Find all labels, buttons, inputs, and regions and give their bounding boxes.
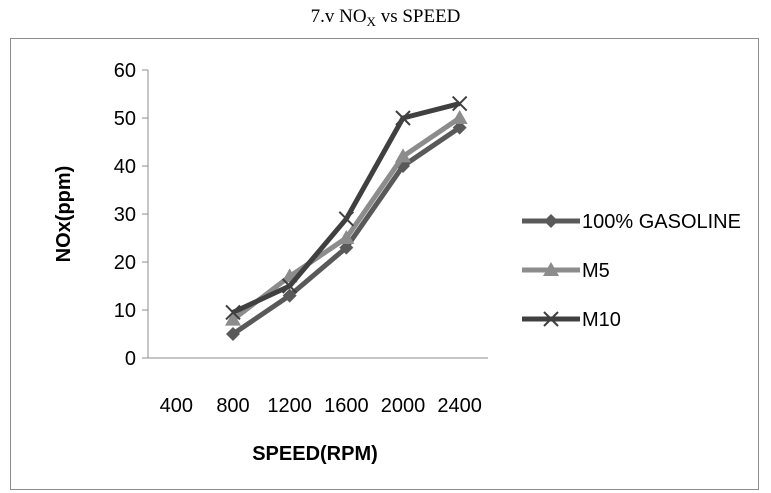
- legend-item: 100% GASOLINE: [522, 211, 741, 233]
- x-tick-label: 2400: [437, 395, 482, 417]
- y-tick-label: 30: [114, 204, 136, 226]
- axes: 0 10 20 30 40 50 60 400 800 1200 1600 2000 2400: [114, 60, 488, 417]
- series-100-gasoline: [226, 120, 467, 341]
- data-point: [282, 288, 297, 303]
- legend-item: M10: [522, 309, 621, 331]
- y-tick-label: 40: [114, 156, 136, 178]
- caption-prefix: 7.v NO: [310, 6, 367, 27]
- x-axis-title: SPEED(RPM): [252, 443, 378, 465]
- y-tick-label: 50: [114, 108, 136, 130]
- data-point: [281, 278, 298, 294]
- data-point: [395, 110, 411, 126]
- chart-frame: [10, 38, 759, 490]
- data-point: [226, 327, 240, 341]
- legend-label: M10: [582, 309, 621, 331]
- data-point: [452, 120, 467, 135]
- data-point: [543, 262, 559, 276]
- x-tick-label: 400: [160, 395, 193, 417]
- caption-suffix: vs SPEED: [375, 6, 461, 27]
- x-tick-label: 800: [216, 395, 249, 417]
- data-point: [543, 311, 559, 327]
- series-m5: [225, 110, 468, 326]
- data-point: [544, 214, 558, 228]
- y-tick-label: 10: [114, 300, 136, 322]
- series-line: [231, 101, 461, 315]
- legend-item: M5: [522, 260, 610, 282]
- y-tick-label: 0: [125, 348, 136, 370]
- data-point: [451, 95, 468, 112]
- x-tick-label: 1600: [324, 395, 369, 417]
- y-tick-label: 60: [114, 60, 136, 82]
- legend-label: M5: [582, 260, 610, 282]
- series-m10: [225, 95, 468, 321]
- data-point: [338, 230, 355, 244]
- y-axis-title: NOx(ppm): [53, 166, 75, 263]
- data-point: [225, 304, 241, 321]
- y-tick-label: 20: [114, 252, 136, 274]
- data-point: [451, 110, 468, 124]
- legend-label: 100% GASOLINE: [582, 211, 741, 233]
- caption-subscript: X: [366, 14, 376, 29]
- series-layer: [225, 95, 468, 341]
- chart-caption: 7.v NOX vs SPEED: [0, 6, 771, 30]
- x-tick-label: 2000: [381, 395, 426, 417]
- data-point: [338, 211, 355, 227]
- data-point: [395, 148, 411, 163]
- legend: 100% GASOLINE M5 M10: [522, 211, 741, 331]
- data-point: [225, 311, 241, 326]
- x-tick-label: 1200: [267, 395, 312, 417]
- data-point: [339, 240, 354, 255]
